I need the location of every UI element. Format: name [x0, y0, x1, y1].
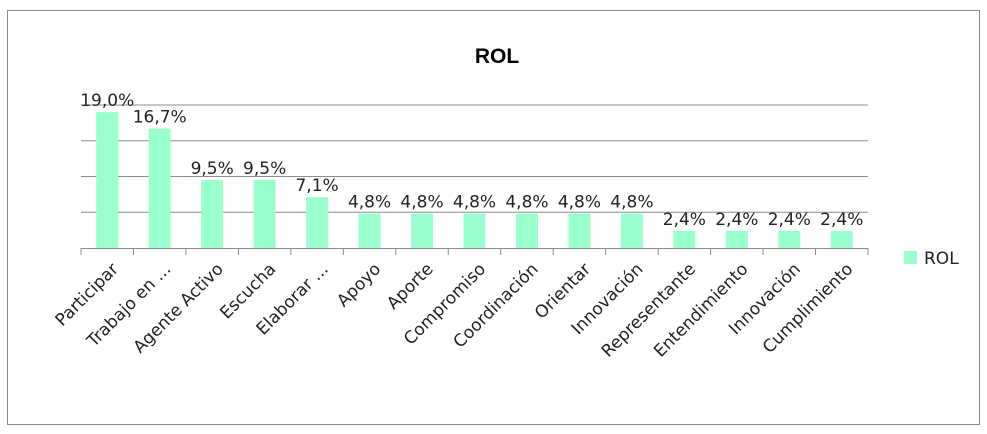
bar	[254, 180, 276, 248]
bar	[568, 214, 590, 248]
bar	[411, 214, 433, 248]
data-label: 2,4%	[820, 210, 863, 230]
bar	[96, 112, 118, 248]
data-label: 4,8%	[400, 193, 443, 213]
bar	[778, 231, 800, 248]
category-label: Apoyo	[333, 259, 385, 311]
data-label: 2,4%	[715, 210, 758, 230]
data-label: 19,0%	[80, 91, 134, 111]
data-label: 9,5%	[191, 159, 234, 179]
legend-label: ROL	[924, 249, 959, 269]
bar	[359, 214, 381, 248]
data-label: 4,8%	[453, 193, 496, 213]
bar	[516, 214, 538, 248]
bar	[306, 197, 328, 248]
bar	[673, 231, 695, 248]
data-label: 4,8%	[505, 193, 548, 213]
category-label: Entendimiento	[650, 259, 752, 361]
category-label: Agente Activo	[130, 259, 228, 357]
bar	[149, 129, 171, 248]
data-label: 2,4%	[768, 210, 811, 230]
data-label: 16,7%	[133, 108, 187, 128]
data-label: 7,1%	[295, 176, 338, 196]
category-label: Cumplimiento	[759, 259, 857, 357]
legend: ROL	[904, 249, 959, 269]
bar	[464, 214, 486, 248]
bar	[201, 180, 223, 248]
data-label: 9,5%	[243, 159, 286, 179]
data-label: 4,8%	[610, 193, 653, 213]
data-label: 2,4%	[663, 210, 706, 230]
data-labels: 19,0%16,7% 9,5% 9,5% 7,1% 4,8% 4,8% 4,8% 4,8% 4,…	[80, 91, 863, 230]
bar	[621, 214, 643, 248]
data-label: 4,8%	[348, 193, 391, 213]
bar	[726, 231, 748, 248]
chart-title: ROL	[475, 45, 520, 68]
legend-swatch	[904, 251, 917, 264]
x-axis	[81, 248, 868, 255]
category-label: Representante	[598, 259, 700, 361]
data-label: 4,8%	[558, 193, 601, 213]
bar	[831, 231, 853, 248]
